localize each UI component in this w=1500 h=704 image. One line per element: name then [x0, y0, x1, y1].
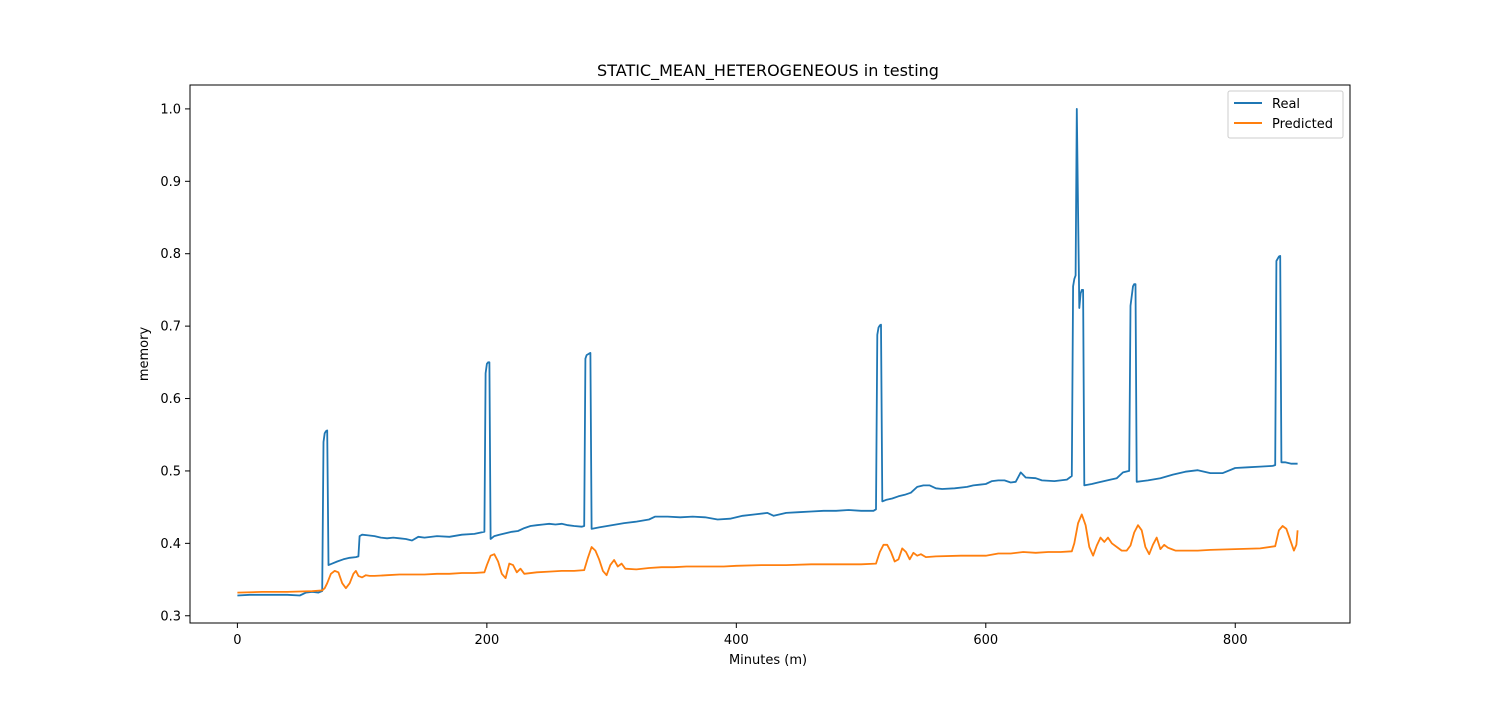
y-tick-label: 0.4	[160, 537, 181, 552]
y-tick-label: 0.7	[160, 320, 181, 335]
legend: Real Predicted	[1227, 90, 1344, 139]
y-tick-label: 0.9	[160, 175, 181, 190]
y-axis-label: memory	[137, 327, 152, 382]
axis-ticks: 0 200 400 600 800 0.3 0.4 0.5 0.6 0.7 0.8 0.9 1.0	[160, 102, 1247, 648]
series-line-real	[237, 108, 1298, 597]
x-tick-label: 200	[474, 633, 499, 648]
x-tick-label: 400	[724, 633, 749, 648]
y-tick-label: 0.6	[160, 392, 181, 407]
plot-marks	[237, 108, 1299, 597]
series-line-predicted	[237, 513, 1299, 594]
y-tick-label: 0.3	[160, 609, 181, 624]
legend-label-real: Real	[1272, 97, 1300, 112]
legend-label-predicted: Predicted	[1272, 117, 1333, 132]
x-tick-label: 0	[233, 633, 241, 648]
plot-frame	[189, 84, 1351, 624]
y-tick-label: 1.0	[160, 102, 181, 117]
y-tick-label: 0.5	[160, 464, 181, 479]
x-tick-label: 800	[1223, 633, 1248, 648]
chart-title: STATIC_MEAN_HETEROGENEOUS in testing	[597, 61, 939, 81]
y-tick-label: 0.8	[160, 247, 181, 262]
x-axis-label: Minutes (m)	[729, 653, 807, 668]
x-tick-label: 600	[973, 633, 998, 648]
